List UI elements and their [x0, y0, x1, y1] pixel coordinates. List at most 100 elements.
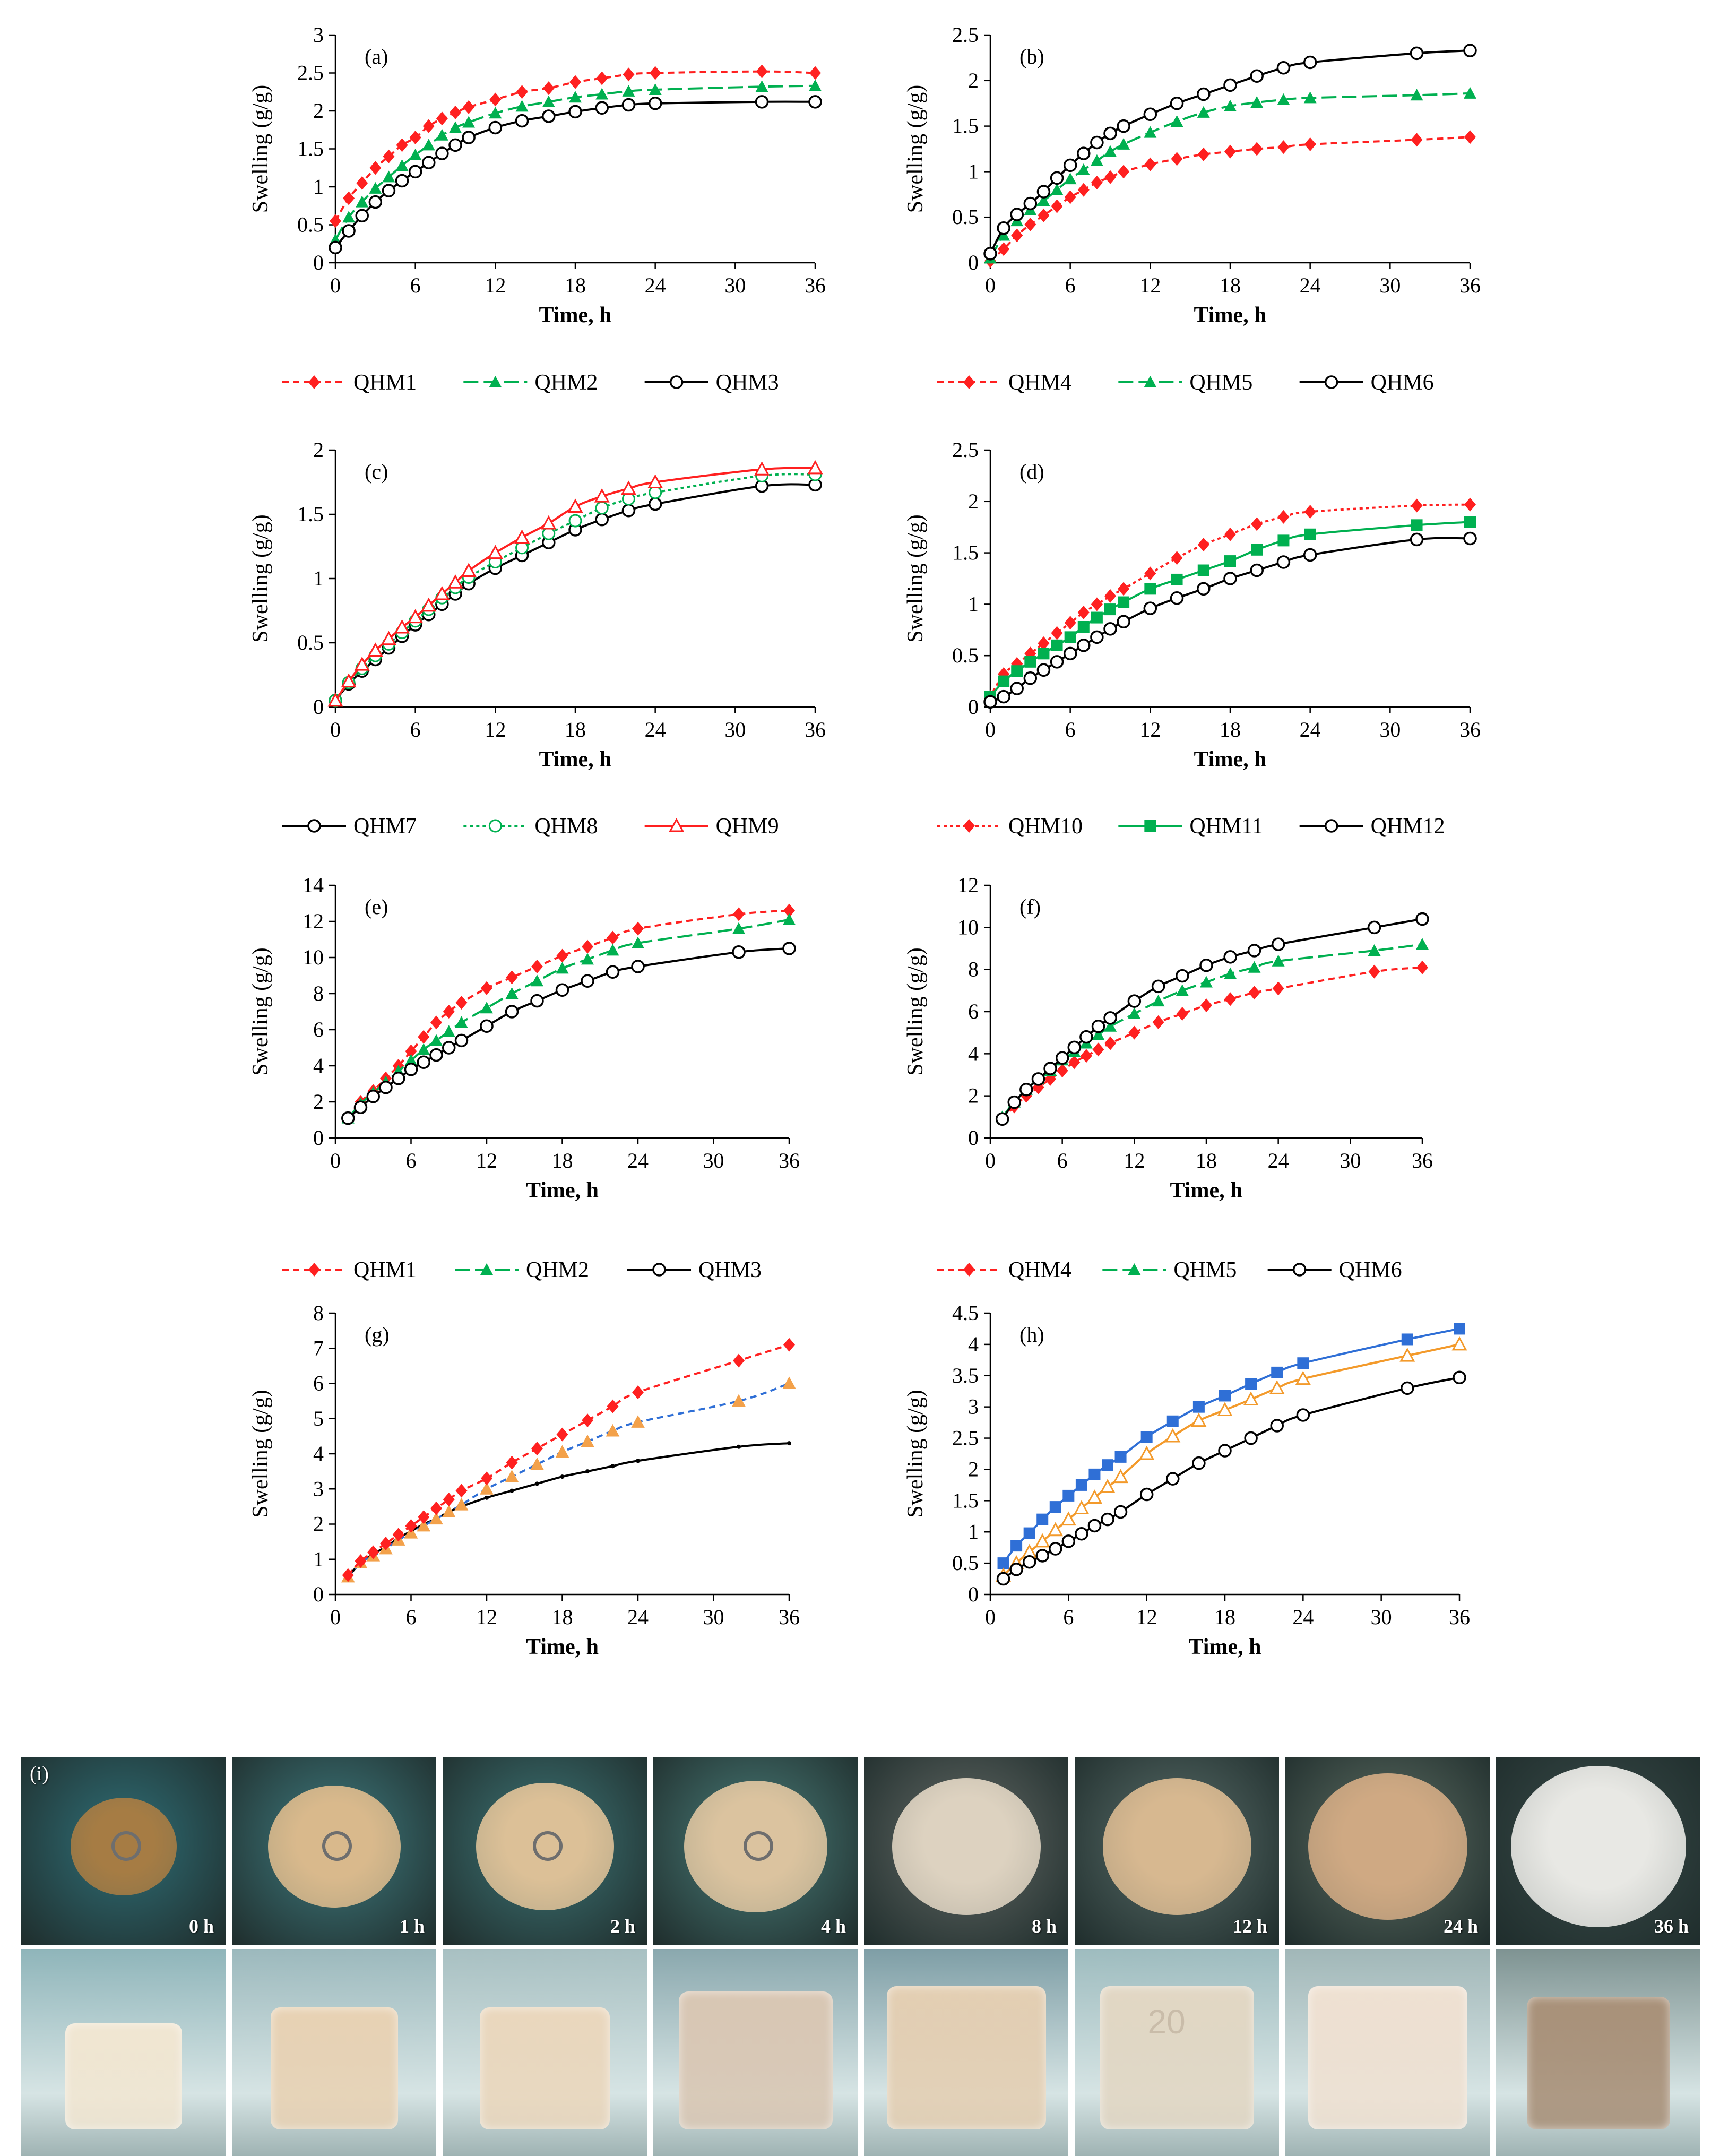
data-point [1079, 1030, 1093, 1044]
series-QHM7 [345, 1441, 791, 1579]
data-point [1127, 994, 1142, 1008]
x-tick-label: 6 [406, 1149, 417, 1172]
legend-marker [1128, 1263, 1141, 1275]
x-axis-label: Time, h [539, 747, 612, 772]
y-tick-label: 12 [957, 873, 979, 897]
x-tick-label: 12 [476, 1149, 497, 1172]
legend-label: QHM4 [1008, 1258, 1071, 1282]
swelling-photo-side [653, 1949, 858, 2156]
data-point [581, 953, 594, 965]
data-point [632, 1385, 644, 1400]
data-point [1272, 954, 1285, 967]
data-point [1050, 183, 1064, 195]
data-point [515, 114, 529, 128]
data-point [606, 1424, 620, 1437]
data-point [368, 195, 383, 209]
x-axis-label: Time, h [539, 303, 612, 327]
data-point [1023, 1527, 1035, 1539]
data-point [1250, 69, 1264, 83]
data-point [381, 631, 396, 645]
y-tick-label: 2.5 [952, 438, 979, 462]
data-point [595, 501, 609, 515]
y-tick-label: 12 [303, 909, 324, 933]
data-point [1049, 1501, 1061, 1513]
data-point [1068, 1055, 1081, 1070]
data-point [648, 497, 662, 511]
legend-label: QHM11 [1189, 814, 1263, 839]
data-point [1077, 146, 1091, 160]
data-point [1144, 566, 1156, 581]
x-tick-label: 18 [565, 273, 586, 297]
legend-marker [963, 375, 975, 389]
data-point [1031, 1072, 1045, 1086]
data-point [807, 460, 823, 475]
data-point [461, 563, 477, 577]
data-point [392, 1072, 405, 1085]
legend-label: QHM5 [1173, 1258, 1237, 1282]
data-point [449, 121, 462, 133]
data-point [542, 95, 555, 107]
data-point [1151, 979, 1165, 994]
data-point [1197, 87, 1211, 101]
data-point [809, 66, 821, 80]
data-point [1245, 1378, 1257, 1390]
data-point [997, 221, 1010, 235]
swelling-photo-top: 4 h [653, 1757, 858, 1945]
x-tick-label: 12 [476, 1605, 497, 1629]
data-point [1243, 1391, 1259, 1406]
data-point [1248, 961, 1261, 973]
data-point [1401, 1381, 1414, 1395]
legend-marker [489, 376, 502, 387]
panel-label: (h) [1019, 1323, 1044, 1347]
y-tick-label: 6 [313, 1372, 324, 1395]
data-point [481, 981, 492, 995]
series-QHM12 [983, 531, 1477, 709]
x-tick-label: 18 [1196, 1149, 1217, 1172]
data-point [1080, 1049, 1092, 1063]
data-point [489, 92, 502, 107]
data-point [1051, 199, 1063, 213]
data-point [1224, 967, 1237, 979]
data-point [649, 66, 661, 80]
data-point [429, 1512, 443, 1525]
data-point [1102, 1459, 1113, 1471]
data-point [341, 673, 357, 688]
data-point [356, 176, 368, 190]
x-axis-label: Time, h [526, 1178, 599, 1203]
x-tick-label: 24 [627, 1605, 649, 1629]
data-point [382, 184, 396, 197]
data-point [342, 211, 356, 223]
data-point [422, 119, 435, 133]
photo-row-top: (i) 0 h 1 h 2 h 4 h 8 h 12 h 24 h 36 h [21, 1757, 1700, 1945]
y-tick-label: 8 [313, 1301, 324, 1325]
data-point [435, 128, 448, 141]
data-point [1091, 1020, 1105, 1033]
data-point [1022, 1555, 1036, 1569]
data-point [455, 996, 468, 1010]
data-point [1007, 1095, 1021, 1109]
data-point [442, 1041, 456, 1055]
x-tick-label: 36 [1449, 1605, 1470, 1629]
data-point [516, 85, 528, 99]
data-point [509, 1488, 514, 1493]
data-point [418, 1510, 430, 1524]
data-point [1077, 183, 1090, 197]
hydrogel-disc [1102, 1778, 1251, 1915]
data-point [1063, 646, 1077, 661]
hydrogel-disc [1510, 1766, 1686, 1927]
chart-panel-c: 0 0.5 1 1.5 2 0 6 12 18 24 30 36 Time, h Swelling (g/… [248, 438, 826, 839]
swelling-photo-top: 8 h [864, 1757, 1068, 1945]
data-point [983, 695, 997, 709]
x-tick-label: 6 [1065, 273, 1076, 297]
data-point [755, 95, 769, 109]
swelling-photo-side [1496, 1949, 1700, 2156]
series-line [1001, 966, 1423, 1120]
data-point [369, 161, 382, 175]
data-point [1200, 976, 1213, 988]
data-point [569, 75, 581, 89]
data-point [1103, 126, 1117, 141]
data-point [366, 1090, 380, 1103]
hydrogel-cylinder: 20 [1100, 1986, 1254, 2129]
